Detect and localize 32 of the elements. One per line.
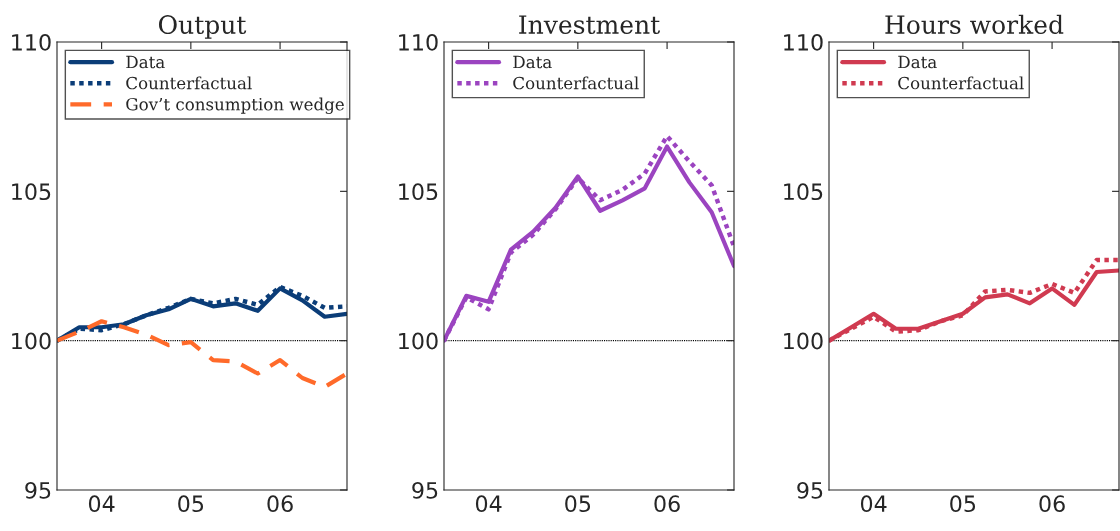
y-tick-label: 110 [12,33,51,51]
y-tick-label: 110 [784,33,823,51]
x-tick-label: 06 [654,495,680,513]
x-tick-label: 05 [950,495,976,513]
legend-label: Data [513,55,552,69]
y-tick-label: 95 [25,481,51,499]
legend-label: Gov’t consumption wedge [126,97,344,114]
y-tick-label: 100 [784,332,823,350]
y-tick-label: 105 [784,183,823,201]
y-tick-label: 100 [12,332,51,350]
y-tick-label: 100 [399,332,438,350]
chart-title: Output [159,15,247,39]
y-tick-label: 110 [399,33,438,51]
x-tick-label: 06 [1039,495,1065,513]
legend-label: Data [126,55,165,69]
x-tick-label: 05 [178,495,204,513]
x-tick-label: 04 [860,495,887,513]
y-tick-label: 95 [412,481,438,499]
chart-title: Investment [519,15,661,35]
legend-label: Counterfactual [898,76,1024,90]
chart-title: Hours worked [885,14,1064,35]
y-tick-label: 105 [12,183,51,201]
legend-label: Counterfactual [126,76,252,90]
line-series [57,319,347,390]
x-tick-label: 04 [475,495,502,513]
y-tick-label: 105 [399,183,438,201]
y-tick-label: 95 [797,481,823,499]
x-tick-label: 06 [267,495,293,513]
legend-label: Data [898,55,937,69]
legend-label: Counterfactual [513,76,639,90]
x-tick-label: 04 [88,495,115,513]
x-tick-label: 05 [565,495,591,513]
